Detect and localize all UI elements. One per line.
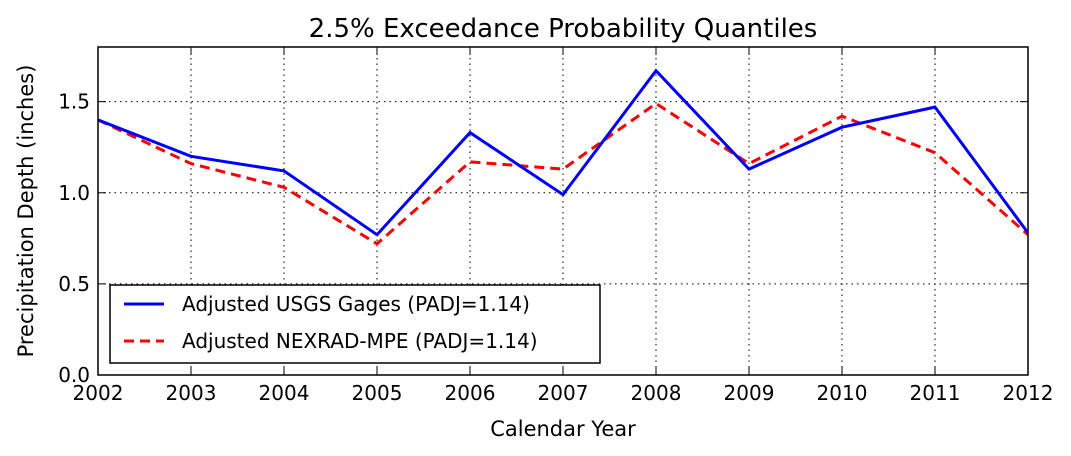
x-tick-label: 2006: [445, 381, 496, 405]
x-tick-label: 2005: [352, 381, 403, 405]
x-tick-label: 2003: [166, 381, 217, 405]
x-tick-label: 2002: [73, 381, 124, 405]
x-axis-title: Calendar Year: [490, 417, 636, 441]
axis-ticks: 2002 2003 2004 2005 2006 2007 2008 2009 2010 2011…: [58, 47, 1053, 405]
chart-title: 2.5% Exceedance Probability Quantiles: [309, 14, 818, 44]
y-tick-label: 1.0: [58, 181, 90, 205]
series-line-usgs-gages: [98, 68, 1028, 237]
legend: Adjusted USGS Gages (PADJ=1.14) Adjusted…: [109, 284, 601, 364]
y-axis-title: Precipitation Depth (inches): [14, 65, 38, 358]
series-lines: [98, 68, 1028, 246]
legend-label-nexrad: Adjusted NEXRAD-MPE (PADJ=1.14): [182, 329, 538, 353]
x-tick-label: 2010: [817, 381, 868, 405]
x-tick-label: 2012: [1003, 381, 1054, 405]
legend-frame: [109, 284, 601, 364]
x-tick-label: 2008: [631, 381, 682, 405]
y-tick-label: 1.5: [58, 90, 90, 114]
series-line-nexrad-mpe: [98, 101, 1028, 246]
x-tick-label: 2009: [724, 381, 775, 405]
x-tick-label: 2011: [910, 381, 961, 405]
x-tick-label: 2004: [259, 381, 310, 405]
y-tick-label: 0.5: [58, 272, 90, 296]
legend-label-usgs: Adjusted USGS Gages (PADJ=1.14): [182, 292, 530, 316]
grid-lines: [98, 47, 1028, 375]
y-tick-label: 0.0: [58, 363, 90, 387]
x-tick-label: 2007: [538, 381, 589, 405]
